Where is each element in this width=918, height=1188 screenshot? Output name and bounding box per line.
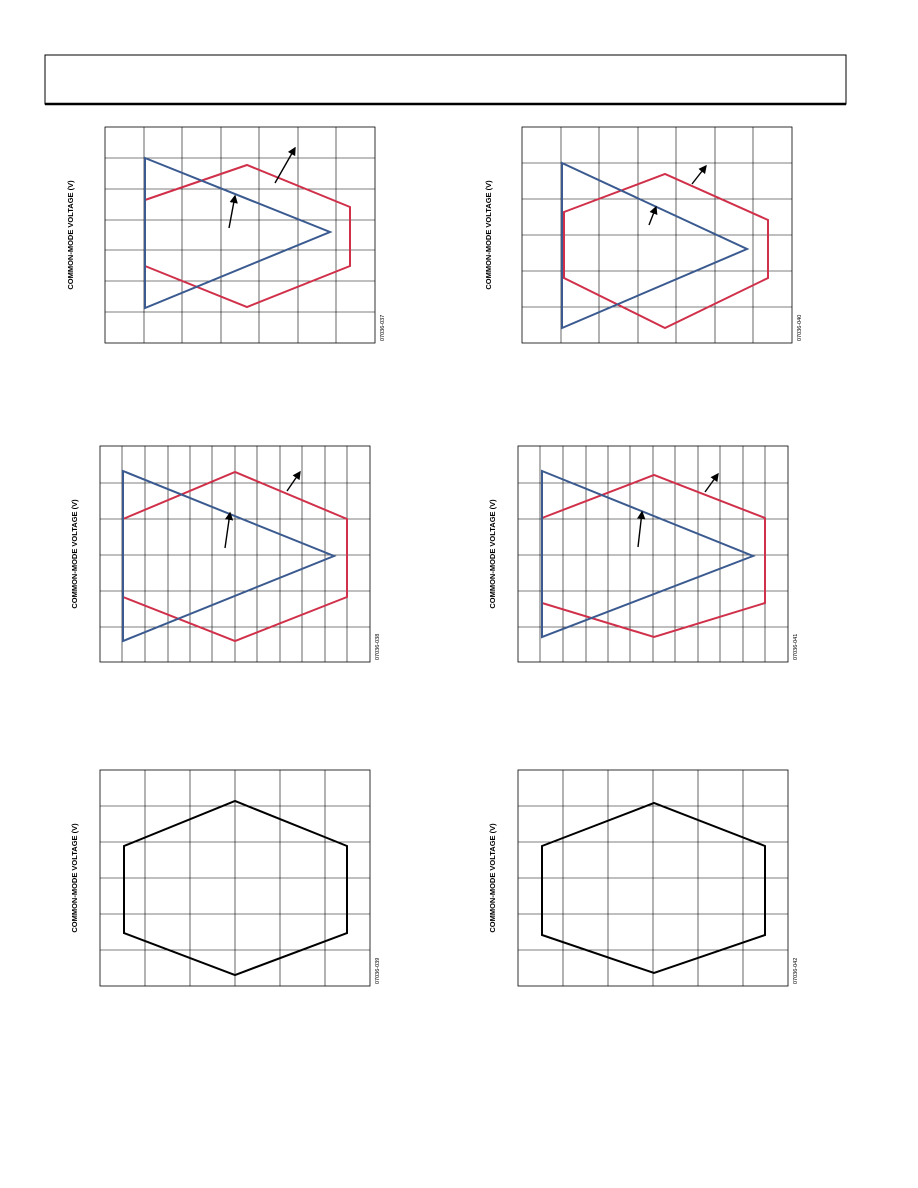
header-box: [44, 54, 847, 105]
figure-code: 07036-041: [793, 634, 799, 660]
y-axis-label: COMMON-MODE VOLTAGE (V): [70, 823, 79, 933]
figure-code: 07036-038: [375, 634, 381, 660]
y-axis-label: COMMON-MODE VOLTAGE (V): [66, 180, 75, 290]
hexagon-trace: [123, 799, 348, 977]
y-axis-label: COMMON-MODE VOLTAGE (V): [70, 499, 79, 609]
annotation-arrow: [648, 205, 658, 226]
figure-code: 07036-042: [793, 958, 799, 984]
figure-code: 07036-040: [797, 315, 803, 341]
triangle-trace: [541, 469, 756, 639]
triangle-trace: [561, 161, 750, 330]
y-axis-label: COMMON-MODE VOLTAGE (V): [488, 499, 497, 609]
plot-frame: [104, 126, 376, 344]
annotation-arrow: [224, 511, 234, 549]
hexagon-trace: [541, 801, 766, 975]
figure-code: 07036-039: [375, 958, 381, 984]
annotation-arrow: [704, 472, 719, 493]
annotation-arrow: [274, 146, 296, 184]
hexagon-trace: [563, 172, 769, 330]
annotation-arrow: [228, 194, 238, 229]
annotation-arrow: [637, 510, 646, 548]
annotation-arrow: [691, 164, 707, 185]
y-axis-label: COMMON-MODE VOLTAGE (V): [488, 823, 497, 933]
figure-code: 07036-037: [380, 315, 386, 341]
y-axis-label: COMMON-MODE VOLTAGE (V): [484, 180, 493, 290]
hexagon-trace: [541, 473, 766, 639]
annotation-arrow: [286, 470, 301, 492]
